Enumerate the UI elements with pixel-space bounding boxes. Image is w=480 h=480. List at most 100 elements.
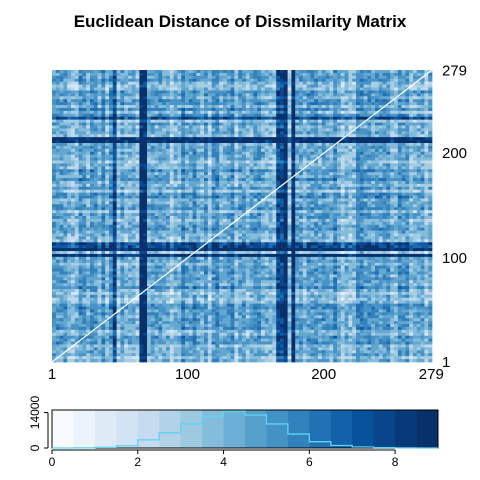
heatmap-cell <box>242 201 247 205</box>
heatmap-cell <box>416 160 421 164</box>
heatmap-cell <box>223 204 228 208</box>
heatmap-cell <box>249 125 254 129</box>
heatmap-cell <box>128 154 133 158</box>
heatmap-cell <box>272 166 277 170</box>
heatmap-cell <box>394 81 399 85</box>
heatmap-cell <box>428 163 433 167</box>
heatmap-cell <box>245 195 250 199</box>
heatmap-cell <box>310 178 315 182</box>
heatmap-cell <box>226 207 231 211</box>
heatmap-cell <box>124 160 129 164</box>
heatmap-cell <box>131 131 136 135</box>
heatmap-cell <box>112 99 117 103</box>
heatmap-cell <box>124 183 129 188</box>
heatmap-cell <box>78 72 83 77</box>
heatmap-cell <box>86 113 91 118</box>
heatmap-cell <box>139 72 144 77</box>
heatmap-cell <box>154 160 159 164</box>
heatmap-cell <box>215 160 220 164</box>
heatmap-cell <box>363 163 368 167</box>
heatmap-cell <box>124 70 129 74</box>
heatmap-cell <box>78 140 83 144</box>
heatmap-cell <box>162 102 167 106</box>
heatmap-cell <box>428 105 433 109</box>
heatmap-cell <box>367 78 372 83</box>
heatmap-cell <box>283 87 288 91</box>
heatmap-cell <box>135 154 140 158</box>
heatmap-cell <box>97 189 102 193</box>
heatmap-cell <box>242 207 247 211</box>
heatmap-cell <box>200 198 205 202</box>
heatmap-cell <box>321 93 326 97</box>
heatmap-cell <box>192 183 197 188</box>
heatmap-cell <box>207 107 212 112</box>
heatmap-cell <box>55 204 60 208</box>
heatmap-cell <box>378 201 383 205</box>
heatmap-cell <box>219 102 224 106</box>
heatmap-cell <box>283 75 288 80</box>
heatmap-cell <box>211 87 216 91</box>
heatmap-cell <box>90 105 95 109</box>
heatmap-cell <box>302 119 307 123</box>
heatmap-cell <box>249 75 254 80</box>
heatmap-cell <box>109 72 114 77</box>
heatmap-cell <box>200 180 205 185</box>
heatmap-cell <box>359 102 364 106</box>
heatmap-cell <box>192 134 197 138</box>
heatmap-cell <box>280 87 285 91</box>
heatmap-cell <box>257 99 262 103</box>
heatmap-cell <box>321 87 326 91</box>
heatmap-cell <box>306 116 311 120</box>
heatmap-cell <box>173 90 178 94</box>
heatmap-cell <box>166 169 171 173</box>
heatmap-cell <box>158 93 163 97</box>
heatmap-cell <box>242 72 247 77</box>
heatmap-cell <box>204 116 209 120</box>
heatmap-cell <box>382 102 387 106</box>
heatmap-cell <box>219 145 224 150</box>
heatmap-cell <box>90 207 95 211</box>
heatmap-cell <box>135 169 140 173</box>
heatmap-cell <box>280 192 285 196</box>
heatmap-cell <box>344 125 349 129</box>
heatmap-cell <box>367 186 372 191</box>
heatmap-cell <box>124 116 129 120</box>
heatmap-cell <box>131 148 136 153</box>
heatmap-cell <box>329 137 334 141</box>
heatmap-cell <box>409 169 414 173</box>
heatmap-cell <box>416 99 421 103</box>
heatmap-cell <box>71 143 76 147</box>
heatmap-cell <box>120 157 125 161</box>
heatmap-cell <box>413 180 418 185</box>
heatmap-cell <box>128 192 133 196</box>
heatmap-cell <box>135 145 140 150</box>
heatmap-cell <box>249 169 254 173</box>
heatmap-cell <box>63 87 68 91</box>
heatmap-cell <box>71 154 76 158</box>
heatmap-cell <box>420 175 425 179</box>
heatmap-cell <box>139 189 144 193</box>
heatmap-cell <box>109 93 114 97</box>
heatmap-cell <box>238 151 243 156</box>
heatmap-cell <box>249 99 254 103</box>
heatmap-cell <box>428 154 433 158</box>
heatmap-cell <box>112 87 117 91</box>
heatmap-cell <box>367 107 372 112</box>
heatmap-cell <box>230 204 235 208</box>
heatmap-cell <box>86 172 91 176</box>
heatmap-cell <box>158 90 163 94</box>
heatmap-cell <box>424 183 429 188</box>
heatmap-cell <box>166 175 171 179</box>
heatmap-cell <box>90 81 95 85</box>
heatmap-cell <box>147 163 152 167</box>
heatmap-cell <box>371 134 376 138</box>
heatmap-cell <box>207 204 212 208</box>
heatmap-cell <box>234 99 239 103</box>
heatmap-cell <box>310 213 315 217</box>
heatmap-cell <box>166 172 171 176</box>
heatmap-cell <box>112 160 117 164</box>
heatmap-cell <box>97 107 102 112</box>
heatmap-cell <box>245 131 250 135</box>
heatmap-cell <box>318 78 323 83</box>
heatmap-cell <box>63 137 68 141</box>
